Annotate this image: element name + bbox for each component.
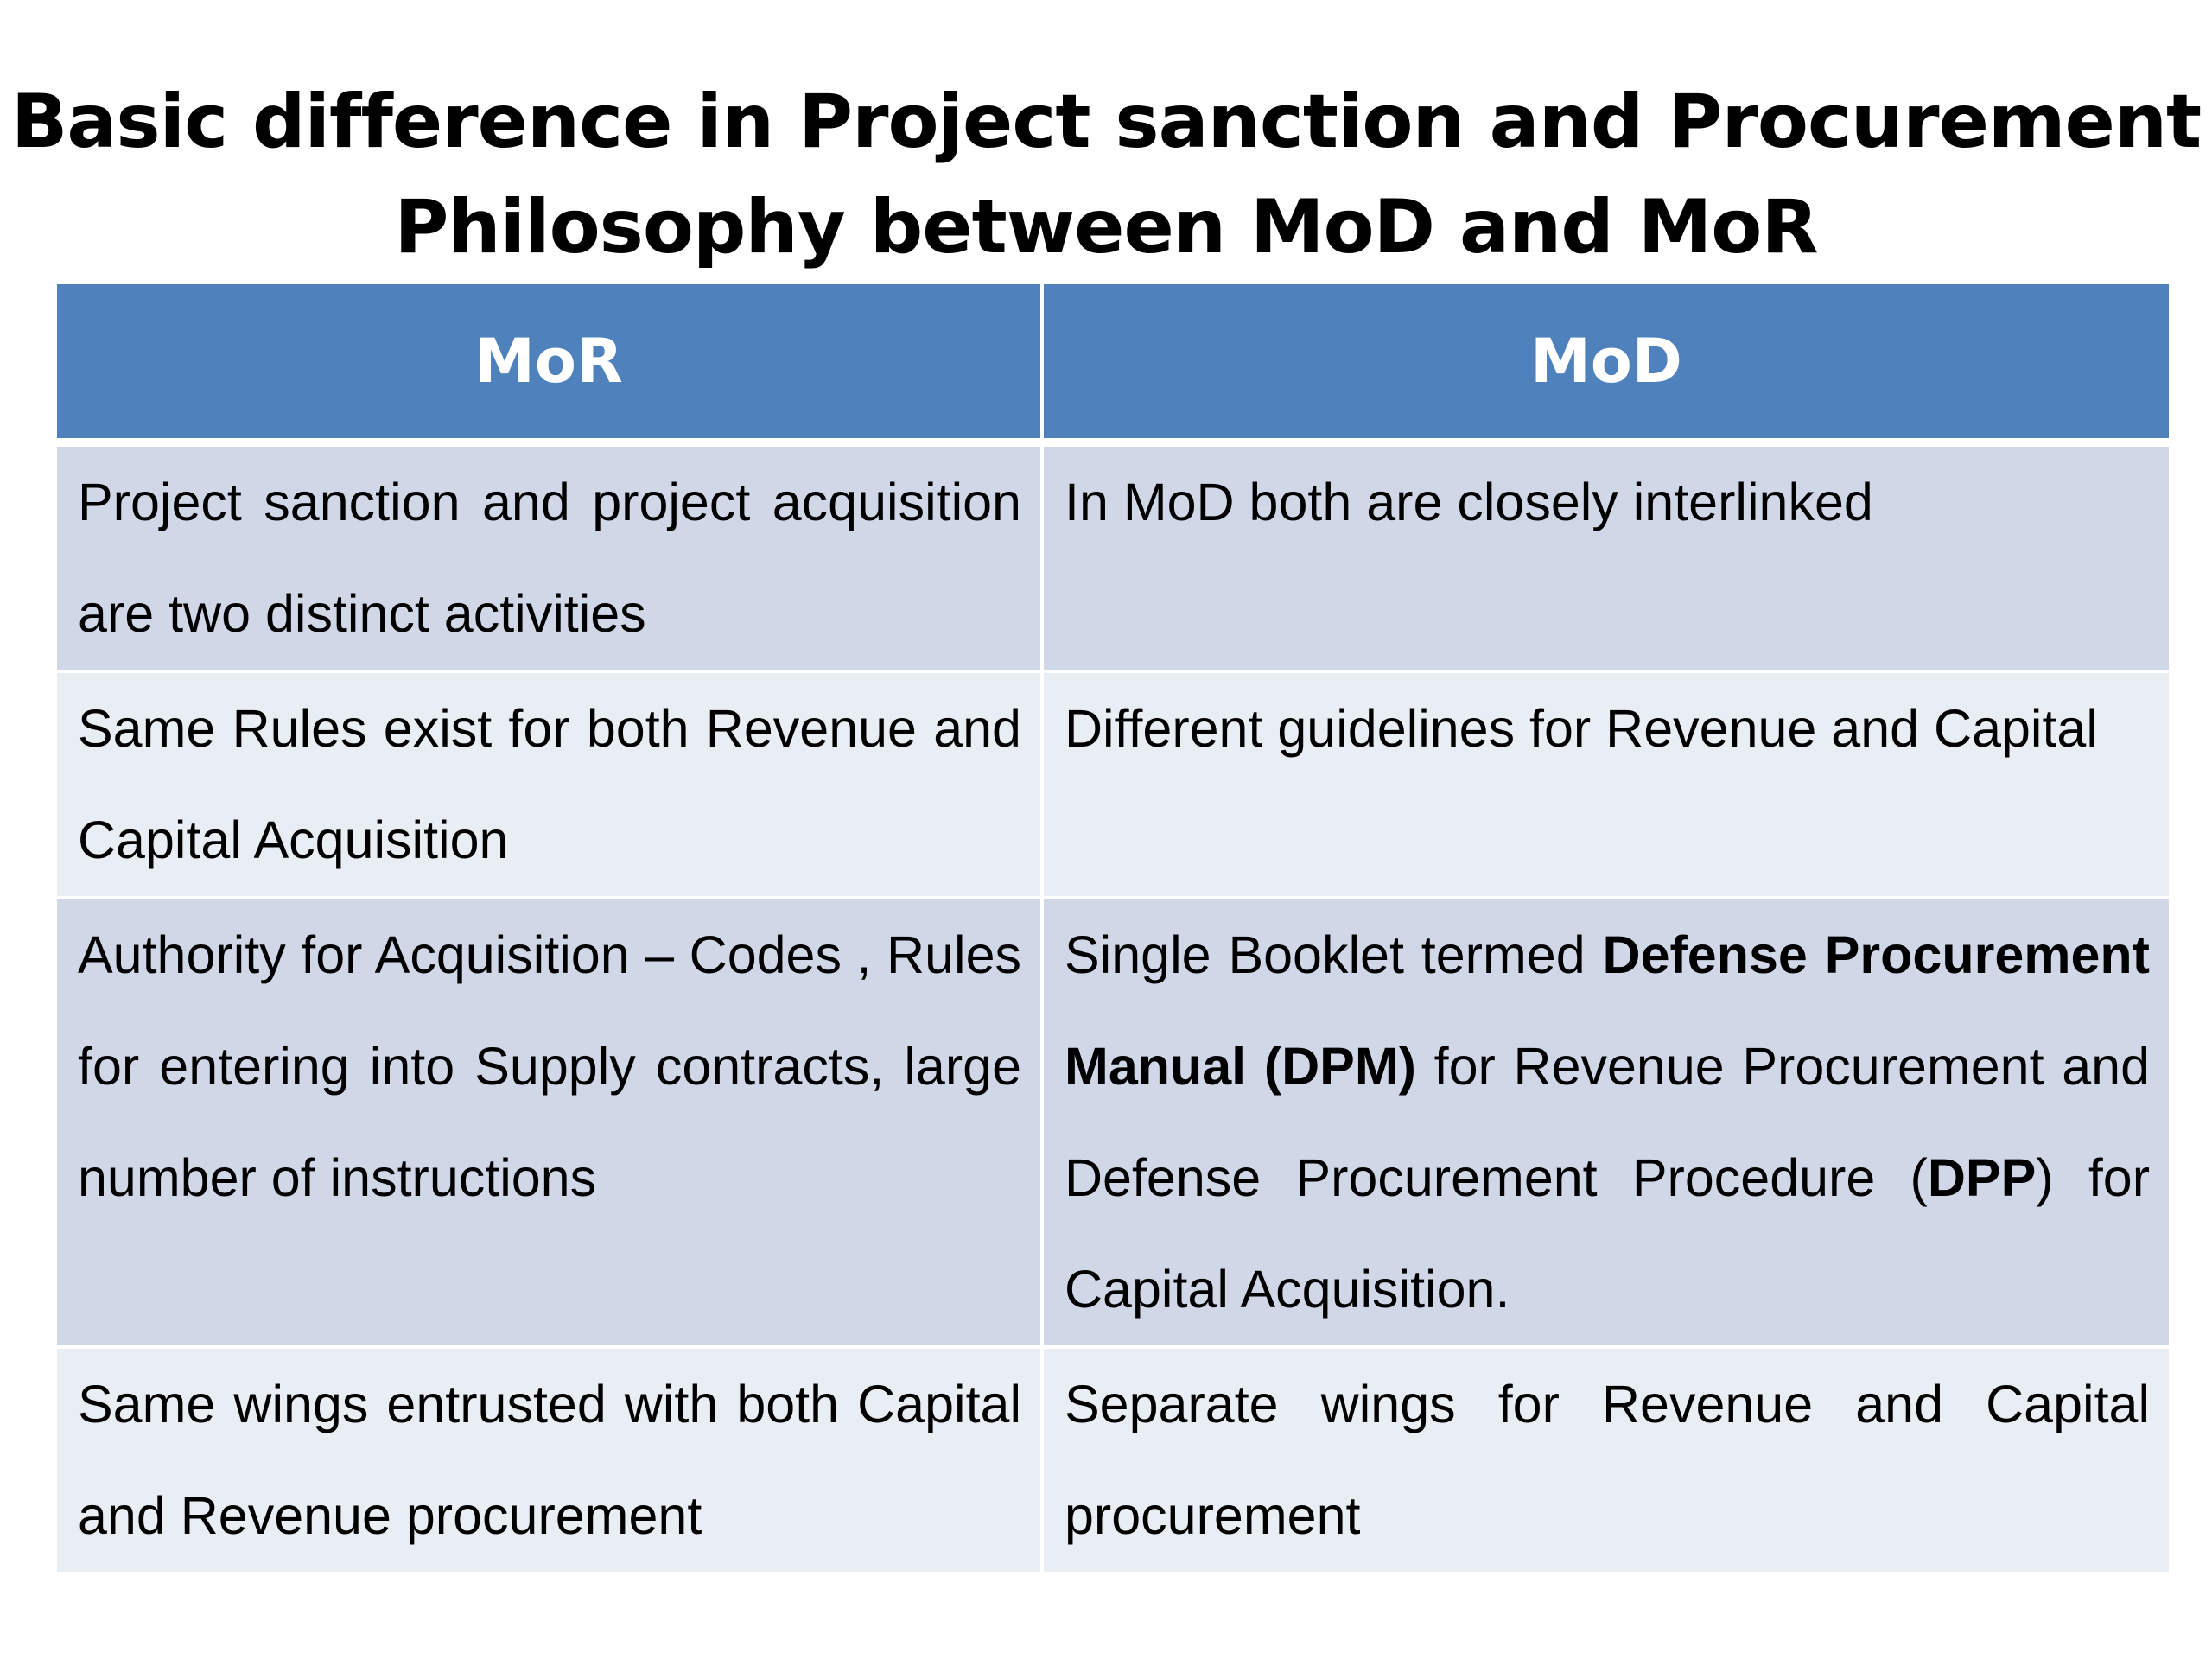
slide-title-line-2: Philosophy between MoD and MoR: [394, 184, 1818, 270]
slide-title: Basic difference in Project sanction and…: [0, 69, 2212, 280]
cell-mod: Single Booklet termed Defense Procuremen…: [1040, 896, 2172, 1349]
cell-mod-text: for Revenue Procurement and Defense Proc…: [1065, 1037, 2150, 1207]
cell-mor: Project sanction and project acquisition…: [54, 441, 1044, 673]
table-row: Project sanction and project acquisition…: [54, 441, 2172, 673]
slide-title-line-1: Basic difference in Project sanction and…: [10, 79, 2202, 165]
comparison-table: MoR MoD Project sanction and project acq…: [54, 281, 2172, 1575]
table-row: Same wings entrusted with both Capital a…: [54, 1345, 2172, 1575]
column-header-mor: MoR: [54, 281, 1044, 447]
cell-mor: Same wings entrusted with both Capital a…: [54, 1345, 1044, 1575]
dpm-abbr-bold: (DPM): [1263, 1037, 1416, 1096]
cell-mod: Different guidelines for Revenue and Cap…: [1040, 670, 2172, 899]
cell-mod: In MoD both are closely interlinked: [1040, 441, 2172, 673]
cell-mod-text: [1246, 1037, 1264, 1096]
table-row: Same Rules exist for both Revenue and Ca…: [54, 670, 2172, 899]
column-header-mod: MoD: [1040, 281, 2172, 447]
cell-mod: Separate wings for Revenue and Capital p…: [1040, 1345, 2172, 1575]
table-row: Authority for Acquisition – Codes , Rule…: [54, 896, 2172, 1349]
cell-mod-text: ) for Capital Acquisition.: [1065, 1148, 2151, 1319]
cell-mod-text: Single Booklet termed: [1065, 925, 1603, 984]
dpm-name-bold: Defense Procurement Manual: [1065, 925, 2150, 1096]
cell-mor: Same Rules exist for both Revenue and Ca…: [54, 670, 1044, 899]
table-header-row: MoR MoD: [54, 281, 2172, 447]
dpp-abbr-bold: DPP: [1927, 1148, 2037, 1207]
cell-mor: Authority for Acquisition – Codes , Rule…: [54, 896, 1044, 1349]
